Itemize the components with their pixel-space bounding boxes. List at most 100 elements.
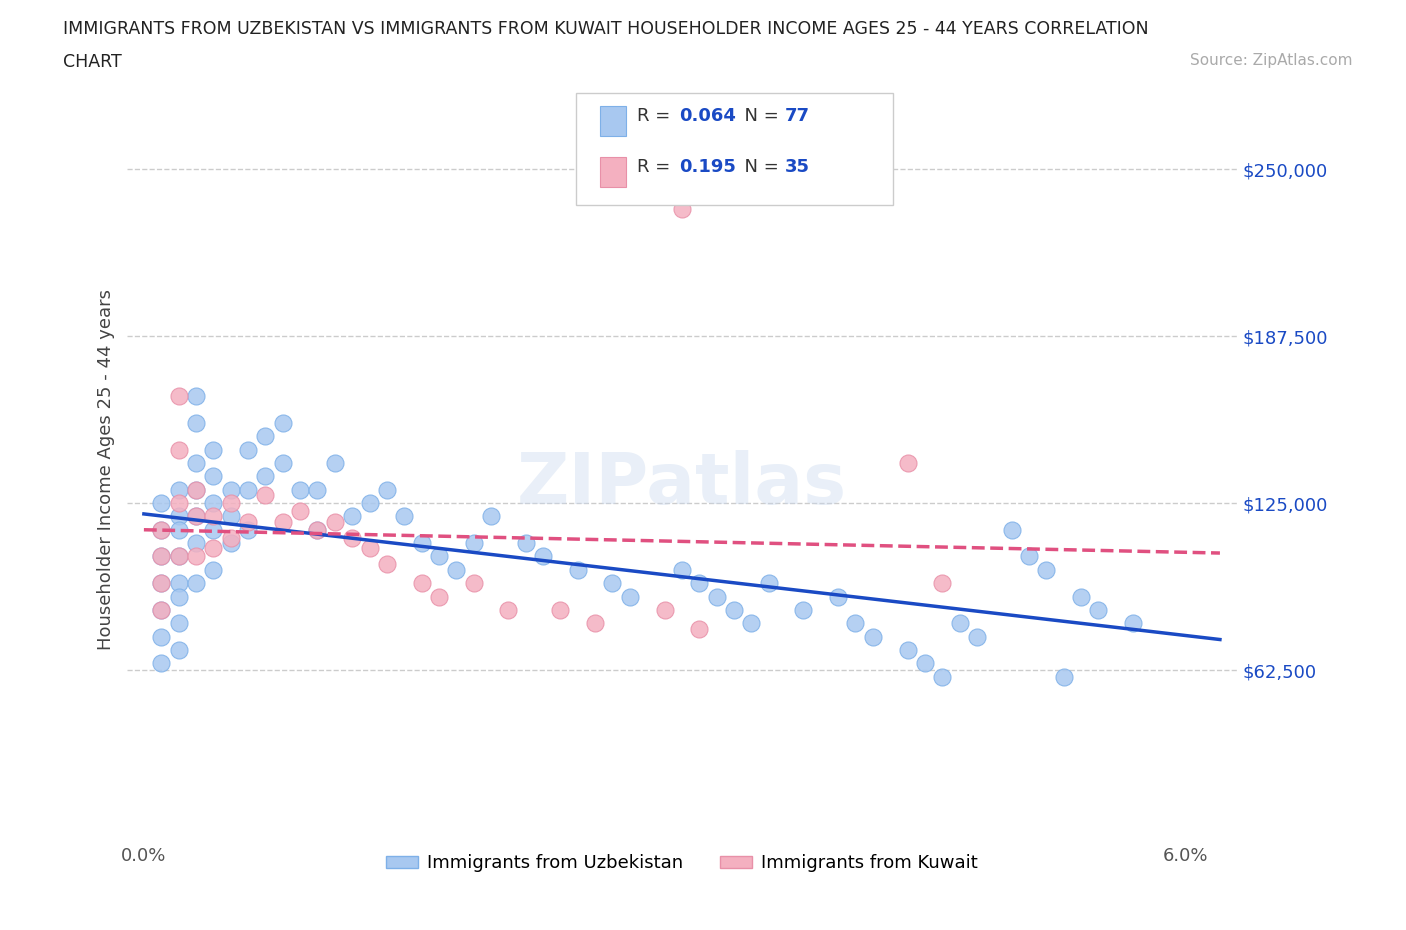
Text: 0.195: 0.195 xyxy=(679,158,735,176)
Point xyxy=(184,509,207,524)
Point xyxy=(184,483,207,498)
Legend: Immigrants from Uzbekistan, Immigrants from Kuwait: Immigrants from Uzbekistan, Immigrants f… xyxy=(378,847,986,880)
Text: 35: 35 xyxy=(785,158,810,176)
Point xyxy=(844,616,866,631)
Point xyxy=(184,549,207,564)
Point xyxy=(896,643,918,658)
Point xyxy=(184,416,207,431)
Point xyxy=(827,589,849,604)
Point xyxy=(150,549,173,564)
Point xyxy=(167,496,190,511)
Point xyxy=(184,456,207,471)
Point xyxy=(1035,563,1057,578)
Point xyxy=(340,509,363,524)
Point xyxy=(150,630,173,644)
Point xyxy=(671,563,693,578)
Point xyxy=(427,589,450,604)
Point xyxy=(446,563,468,578)
Point xyxy=(307,523,329,538)
Point xyxy=(202,541,225,556)
Point xyxy=(202,496,225,511)
Point xyxy=(150,496,173,511)
Text: 77: 77 xyxy=(785,107,810,125)
Point xyxy=(219,509,242,524)
Point xyxy=(1087,603,1109,618)
Point xyxy=(167,643,190,658)
Point xyxy=(498,603,520,618)
Point xyxy=(1070,589,1092,604)
Point xyxy=(392,509,416,524)
Point xyxy=(307,483,329,498)
Point xyxy=(914,656,936,671)
Text: CHART: CHART xyxy=(63,53,122,71)
Point xyxy=(271,416,294,431)
Point xyxy=(479,509,502,524)
Point xyxy=(167,576,190,591)
Point xyxy=(167,589,190,604)
Y-axis label: Householder Income Ages 25 - 44 years: Householder Income Ages 25 - 44 years xyxy=(97,289,115,650)
Point xyxy=(288,504,311,519)
Point xyxy=(758,576,780,591)
Point xyxy=(202,442,225,457)
Point xyxy=(671,202,693,217)
Point xyxy=(271,514,294,529)
Point xyxy=(150,549,173,564)
Point xyxy=(202,563,225,578)
Point xyxy=(167,549,190,564)
Point xyxy=(359,541,381,556)
Point xyxy=(706,589,728,604)
Point xyxy=(1018,549,1040,564)
Text: R =: R = xyxy=(637,107,676,125)
Point xyxy=(236,514,259,529)
Text: 0.064: 0.064 xyxy=(679,107,735,125)
Point xyxy=(688,576,710,591)
Text: R =: R = xyxy=(637,158,682,176)
Point xyxy=(931,670,953,684)
Point xyxy=(167,509,190,524)
Point xyxy=(531,549,554,564)
Point xyxy=(184,509,207,524)
Point xyxy=(1122,616,1144,631)
Point xyxy=(411,536,433,551)
Text: ZIPatlas: ZIPatlas xyxy=(517,450,846,519)
Point xyxy=(184,389,207,404)
Point xyxy=(463,536,485,551)
Point xyxy=(150,656,173,671)
Point xyxy=(254,429,277,444)
Point xyxy=(583,616,606,631)
Point xyxy=(236,442,259,457)
Point xyxy=(862,630,884,644)
Point xyxy=(184,536,207,551)
Point xyxy=(167,616,190,631)
Point xyxy=(323,456,346,471)
Point xyxy=(167,442,190,457)
Point xyxy=(463,576,485,591)
Point xyxy=(931,576,953,591)
Point xyxy=(740,616,762,631)
Point xyxy=(271,456,294,471)
Point xyxy=(949,616,972,631)
Point xyxy=(219,530,242,545)
Text: Source: ZipAtlas.com: Source: ZipAtlas.com xyxy=(1189,53,1353,68)
Point xyxy=(792,603,814,618)
Point xyxy=(150,603,173,618)
Point xyxy=(1001,523,1024,538)
Point xyxy=(340,530,363,545)
Point xyxy=(202,509,225,524)
Point xyxy=(375,483,398,498)
Point xyxy=(167,549,190,564)
Point xyxy=(202,523,225,538)
Point xyxy=(219,536,242,551)
Point xyxy=(288,483,311,498)
Text: N =: N = xyxy=(733,107,785,125)
Point xyxy=(167,389,190,404)
Point xyxy=(236,523,259,538)
Point xyxy=(167,483,190,498)
Point xyxy=(150,576,173,591)
Point xyxy=(359,496,381,511)
Point xyxy=(1053,670,1076,684)
Point xyxy=(427,549,450,564)
Point xyxy=(184,576,207,591)
Point xyxy=(150,523,173,538)
Point xyxy=(602,576,624,591)
